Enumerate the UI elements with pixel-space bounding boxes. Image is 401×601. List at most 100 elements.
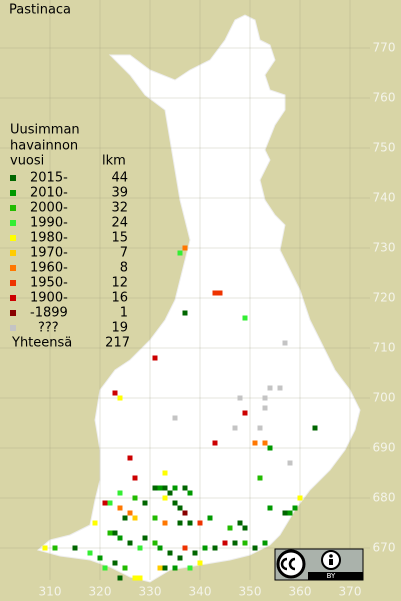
legend-swatch bbox=[10, 295, 16, 301]
observation-square bbox=[172, 415, 178, 421]
legend-heading: vuosi bbox=[10, 154, 44, 169]
observation-square bbox=[107, 500, 113, 506]
observation-square bbox=[162, 470, 168, 476]
legend-label: -1899 bbox=[30, 306, 68, 321]
observation-square bbox=[267, 385, 273, 391]
y-tick-label: 720 bbox=[373, 291, 396, 305]
legend-label: 2010- bbox=[30, 186, 68, 201]
y-tick-label: 740 bbox=[373, 191, 396, 205]
y-tick-label: 680 bbox=[373, 491, 396, 505]
observation-square bbox=[227, 525, 233, 531]
legend-count: 12 bbox=[111, 276, 128, 291]
y-tick-label: 690 bbox=[373, 441, 396, 455]
observation-square bbox=[212, 545, 218, 551]
observation-square bbox=[182, 510, 188, 516]
legend-swatch bbox=[10, 235, 16, 241]
x-tick-label: 350 bbox=[239, 585, 262, 599]
legend: 2015- 44 2010- 39 2000- 32 1990- 24 1980- 15 1970-… bbox=[10, 171, 128, 336]
observation-square bbox=[102, 565, 108, 571]
legend-swatch bbox=[10, 190, 16, 196]
legend-heading: havainnon bbox=[10, 139, 78, 154]
observation-square bbox=[262, 405, 268, 411]
x-tick-label: 310 bbox=[39, 585, 62, 599]
legend-count: 15 bbox=[111, 231, 128, 246]
legend-swatch bbox=[10, 325, 16, 331]
x-tick-label: 340 bbox=[189, 585, 212, 599]
observation-square bbox=[232, 425, 238, 431]
observation-square bbox=[262, 540, 268, 546]
y-tick-label: 770 bbox=[373, 41, 396, 55]
observation-square bbox=[182, 485, 188, 491]
observation-square bbox=[122, 515, 128, 521]
y-tick-label: 710 bbox=[373, 341, 396, 355]
x-tick-label: 320 bbox=[89, 585, 112, 599]
legend-count: 44 bbox=[111, 171, 128, 186]
legend-label: 1960- bbox=[30, 261, 68, 276]
observation-square bbox=[112, 530, 118, 536]
y-tick-label: 670 bbox=[373, 541, 396, 555]
observation-square bbox=[252, 545, 258, 551]
legend-count-heading: lkm bbox=[102, 154, 126, 169]
observation-square bbox=[207, 515, 213, 521]
observation-square bbox=[182, 245, 188, 251]
observation-square bbox=[297, 495, 303, 501]
observation-square bbox=[202, 545, 208, 551]
observation-square bbox=[152, 515, 158, 521]
observation-square bbox=[212, 440, 218, 446]
observation-square bbox=[287, 510, 293, 516]
badge-strip bbox=[308, 572, 363, 580]
observation-square bbox=[152, 485, 158, 491]
observation-square bbox=[157, 565, 163, 571]
legend-count: 8 bbox=[120, 261, 128, 276]
observation-square bbox=[242, 410, 248, 416]
legend-swatch bbox=[10, 265, 16, 271]
observation-square bbox=[152, 355, 158, 361]
total-label: Yhteensä bbox=[11, 336, 72, 351]
legend-label: ??? bbox=[38, 321, 59, 336]
legend-count: 32 bbox=[111, 201, 128, 216]
observation-square bbox=[137, 575, 143, 581]
observation-square bbox=[222, 540, 228, 546]
observation-square bbox=[107, 530, 113, 536]
observation-square bbox=[132, 575, 138, 581]
legend-label: 1990- bbox=[30, 216, 68, 231]
observation-square bbox=[162, 485, 168, 491]
observation-square bbox=[177, 505, 183, 511]
observation-square bbox=[127, 455, 133, 461]
observation-square bbox=[87, 550, 93, 556]
observation-square bbox=[117, 505, 123, 511]
observation-square bbox=[117, 575, 123, 581]
observation-square bbox=[167, 490, 173, 496]
observation-square bbox=[162, 565, 168, 571]
legend-label: 1950- bbox=[30, 276, 68, 291]
observation-square bbox=[142, 500, 148, 506]
observation-square bbox=[152, 540, 158, 546]
total: 217 bbox=[105, 336, 130, 351]
observation-square bbox=[242, 540, 248, 546]
y-tick-label: 750 bbox=[373, 141, 396, 155]
observation-square bbox=[117, 535, 123, 541]
observation-square bbox=[127, 510, 133, 516]
observation-square bbox=[127, 540, 133, 546]
observation-square bbox=[182, 545, 188, 551]
legend-count: 24 bbox=[111, 216, 128, 231]
y-tick-label: 760 bbox=[373, 91, 396, 105]
x-tick-label: 370 bbox=[339, 585, 362, 599]
observation-square bbox=[257, 425, 263, 431]
observation-square bbox=[102, 500, 108, 506]
observation-square bbox=[237, 520, 243, 526]
observation-square bbox=[92, 520, 98, 526]
observation-square bbox=[312, 425, 318, 431]
observation-square bbox=[177, 555, 183, 561]
observation-square bbox=[267, 505, 273, 511]
license-badge[interactable]: BY bbox=[274, 548, 364, 581]
observation-square bbox=[212, 290, 218, 296]
observation-square bbox=[172, 485, 178, 491]
title: Pastinaca bbox=[9, 3, 71, 18]
legend-heading: Uusimman bbox=[10, 123, 80, 138]
observation-square bbox=[172, 500, 178, 506]
legend-label: 1980- bbox=[30, 231, 68, 246]
license-label: BY bbox=[327, 572, 336, 580]
observation-square bbox=[142, 535, 148, 541]
